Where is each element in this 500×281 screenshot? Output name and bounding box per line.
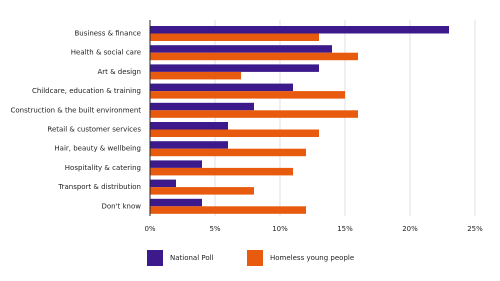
y-tick-label: Construction & the built environment [10,106,141,114]
x-tick-label: 25% [467,225,483,233]
bar [150,52,358,61]
legend-swatch [147,250,163,266]
y-tick-label: Transport & distribution [57,183,141,191]
legend-label: Homeless young people [270,254,354,262]
y-tick-label: Retail & customer services [47,126,141,134]
bar [150,71,241,80]
bar [150,26,449,34]
x-tick-label: 20% [402,225,418,233]
y-tick-label: Hair, beauty & wellbeing [54,145,141,153]
bar [150,141,228,149]
bar [150,160,202,168]
bar [150,187,254,195]
x-tick-label: 15% [337,225,353,233]
y-tick-label: Childcare, education & training [32,87,141,95]
x-tick-label: 5% [209,225,220,233]
legend-label: National Poll [170,254,214,262]
bar [150,167,293,176]
y-tick-label: Art & design [97,68,141,76]
bar [150,83,293,92]
bar [150,148,306,157]
bar [150,102,254,111]
x-tick-label: 10% [272,225,288,233]
y-tick-label: Don't know [101,202,141,210]
y-tick-label: Health & social care [71,49,141,57]
bar [150,64,319,72]
bar [150,110,358,118]
legend-swatch [247,250,263,266]
bar [150,45,332,53]
y-tick-label: Hospitality & catering [65,164,141,172]
bar [150,91,345,99]
bar [150,198,202,207]
bar [150,206,306,214]
bar [150,122,228,130]
bar [150,179,176,188]
bar [150,33,319,41]
bar [150,129,319,137]
x-tick-label: 0% [144,225,155,233]
y-tick-label: Business & finance [74,30,141,38]
